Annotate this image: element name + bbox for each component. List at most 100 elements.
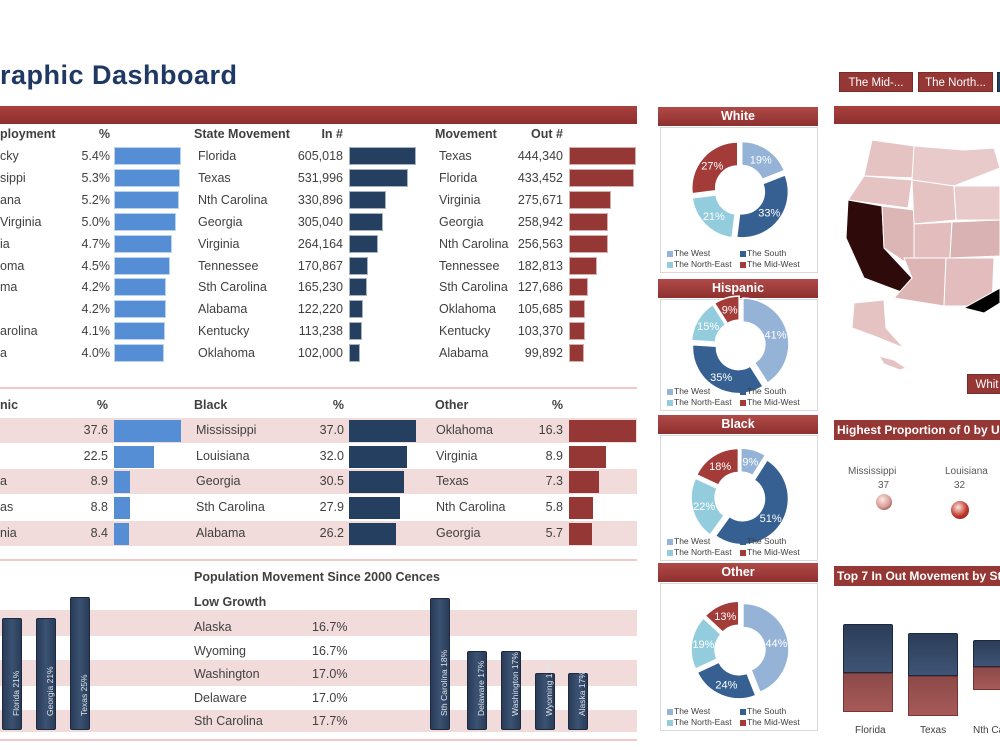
row-value: 256,563 [517, 236, 563, 251]
donut-slice[interactable] [691, 343, 765, 395]
value-bar [114, 322, 165, 341]
row-name: as [0, 500, 14, 515]
row-name: Georgia [196, 474, 241, 489]
bar-label: Alaska 17% [577, 671, 587, 716]
filter-button-north-east[interactable]: The North... [918, 72, 993, 92]
legend-swatch [667, 388, 673, 395]
row-name: Georgia [198, 214, 243, 229]
row-value: 8.4 [90, 525, 108, 540]
donut-slice-label: 9% [742, 456, 758, 468]
donut-slice-label: 41% [765, 330, 787, 342]
out-bar[interactable] [908, 676, 958, 716]
low-growth-value: 16.7% [312, 643, 348, 658]
donut-slice[interactable] [690, 477, 726, 537]
value-bar [569, 522, 593, 545]
column-header: Black [194, 398, 228, 412]
map-state-dakotas [953, 185, 1000, 221]
value-bar [349, 497, 400, 520]
legend-label: The South [747, 706, 787, 716]
legend-label: The Mid-West [747, 717, 800, 727]
map-state-texas [962, 287, 1000, 314]
legend-swatch [667, 708, 673, 715]
value-bar [569, 147, 636, 165]
out-bar[interactable] [973, 666, 1000, 690]
legend-label: The South [747, 536, 787, 546]
row-value: 8.9 [545, 448, 563, 463]
row-value: 37.0 [319, 423, 344, 437]
value-bar [349, 445, 407, 468]
dashboard-title: raphic Dashboard [0, 60, 238, 90]
row-band [0, 520, 637, 546]
row-value: 5.4% [81, 149, 111, 163]
row-name: nia [0, 525, 17, 540]
bubble[interactable] [951, 501, 969, 519]
donut-slice-label: 13% [714, 611, 736, 623]
legend-label: The North-East [674, 397, 732, 407]
row-value: 4.1% [81, 324, 111, 339]
map-filter-button[interactable]: Whit [967, 374, 1000, 394]
row-value: 4.5% [81, 258, 111, 273]
legend-label: The Mid-West [747, 397, 800, 407]
donut-slice[interactable] [691, 194, 736, 239]
in-bar[interactable] [908, 632, 958, 676]
legend-label: The North-East [674, 717, 732, 727]
donut-slice[interactable] [704, 600, 740, 634]
row-value: 4.2% [81, 302, 111, 317]
donut-slice[interactable] [735, 173, 790, 239]
donut-slice-label: 9% [722, 304, 738, 316]
donut-slice[interactable] [742, 602, 790, 694]
row-value: 113,238 [298, 324, 343, 339]
donut-slice[interactable] [713, 295, 740, 325]
low-growth-bar: Wyoming 17% [535, 661, 555, 730]
donut-slice[interactable] [690, 303, 727, 343]
donut-slice[interactable] [695, 447, 740, 487]
filter-button-mid-west[interactable]: The Mid-... [839, 72, 913, 92]
row-name: Oklahoma [198, 346, 255, 361]
donut-slice-label: 22% [693, 501, 715, 513]
row-value: 170,867 [297, 258, 343, 273]
out-bar[interactable] [843, 672, 893, 712]
bar-label: Georgia 21% [45, 666, 55, 716]
low-growth-bar: Alaska 17% [568, 671, 588, 730]
bar-label: Wyoming 17% [544, 661, 554, 716]
low-growth-title: Low Growth [194, 595, 267, 609]
legend-label: The North-East [674, 547, 732, 557]
value-bar [349, 522, 397, 545]
donut-slice[interactable] [696, 661, 757, 700]
donut-slice[interactable] [740, 447, 767, 477]
row-name: Nth Carolina [439, 236, 509, 251]
legend-item: The South [740, 706, 786, 716]
map-state-alaska [851, 299, 905, 349]
donut-slice[interactable] [714, 458, 790, 546]
bubble-value: 32 [954, 480, 966, 491]
donut-slice[interactable] [690, 616, 723, 671]
in-bar[interactable] [973, 640, 1000, 667]
row-value: 22.5 [83, 448, 108, 463]
value-bar [569, 278, 589, 297]
donut-slice[interactable] [742, 297, 790, 385]
in-bar[interactable] [843, 623, 893, 673]
donut-slice[interactable] [740, 140, 786, 181]
row-value: 5.2% [81, 192, 111, 207]
bubble[interactable] [876, 494, 892, 510]
value-bar [349, 322, 362, 341]
value-bar [114, 168, 180, 187]
row-name: Kentucky [439, 324, 491, 339]
value-bar [114, 497, 130, 520]
row-value: 275,671 [517, 192, 563, 207]
row-value: 264,164 [297, 236, 343, 251]
legend-swatch [740, 708, 746, 715]
row-value: 16.3 [538, 423, 563, 437]
row-name: arolina [0, 324, 38, 339]
us-map[interactable] [834, 128, 1000, 373]
filter-button-south[interactable] [997, 72, 1000, 92]
row-name: a [0, 474, 7, 489]
row-name: Virginia [198, 236, 240, 251]
row-name: Texas [198, 170, 231, 185]
value-bar [569, 420, 636, 442]
donut-slice[interactable] [691, 141, 739, 195]
row-value: 305,040 [297, 214, 343, 229]
value-bar [569, 300, 585, 319]
value-bar [349, 344, 361, 363]
low-growth-value: 17.0% [312, 667, 348, 681]
